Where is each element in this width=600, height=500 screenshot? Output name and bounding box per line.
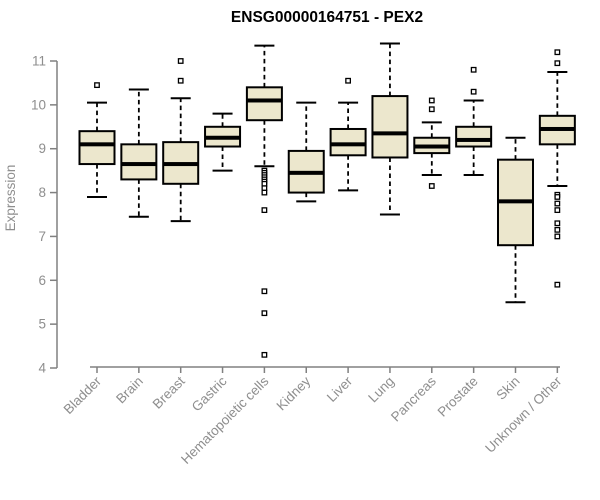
x-tick-label-lung: Lung [365, 374, 397, 406]
median-brain [121, 162, 157, 167]
median-hematopoietic-cells [246, 98, 282, 103]
outlier-liver [345, 77, 352, 84]
outlier-breast [177, 77, 184, 84]
outlier-prostate [470, 66, 477, 73]
x-tick-label-brain: Brain [113, 374, 146, 407]
median-lung [372, 131, 408, 136]
outlier-hematopoietic-cells [261, 189, 268, 196]
y-tick-label: 6 [38, 273, 46, 288]
outlier-unknown-other [554, 233, 561, 240]
outlier-unknown-other [554, 200, 561, 207]
median-prostate [456, 137, 492, 142]
outlier-unknown-other [554, 220, 561, 227]
outlier-hematopoietic-cells [261, 207, 268, 214]
median-pancreas [414, 144, 450, 149]
outlier-prostate [470, 88, 477, 95]
outlier-unknown-other [554, 226, 561, 233]
outlier-breast [177, 58, 184, 64]
y-tick-label: 10 [31, 97, 46, 112]
x-tick-label-skin: Skin [493, 374, 522, 403]
outlier-hematopoietic-cells [261, 310, 268, 317]
outlier-hematopoietic-cells [261, 351, 268, 358]
box-brain [120, 143, 158, 181]
outlier-pancreas [428, 106, 435, 113]
median-gastric [205, 135, 241, 140]
median-liver [330, 142, 366, 147]
x-tick-label-bladder: Bladder [61, 373, 105, 417]
y-axis-label: Expression [3, 165, 18, 232]
y-tick-label: 4 [38, 361, 46, 376]
box-bladder [78, 130, 116, 166]
box-liver [329, 127, 367, 157]
outlier-unknown-other [554, 281, 561, 288]
x-tick-label-prostate: Prostate [435, 374, 481, 420]
box-prostate [455, 125, 493, 148]
median-breast [163, 162, 199, 167]
x-tick-label-unknown-other: Unknown / Other [482, 373, 565, 456]
y-tick-label: 7 [38, 229, 46, 244]
median-kidney [288, 170, 324, 175]
y-tick-label: 8 [38, 185, 46, 200]
chart-title: ENSG00000164751 - PEX2 [231, 9, 423, 26]
median-bladder [79, 142, 115, 147]
x-tick-label-breast: Breast [150, 373, 188, 411]
outlier-bladder [94, 82, 100, 89]
box-hematopoietic-cells [245, 86, 283, 122]
outlier-hematopoietic-cells [261, 288, 268, 295]
y-tick-label: 11 [32, 54, 46, 69]
median-unknown-other [539, 126, 575, 131]
x-tick-label-gastric: Gastric [189, 373, 230, 414]
x-tick-label-liver: Liver [324, 373, 356, 405]
outlier-unknown-other [554, 60, 561, 67]
outlier-unknown-other [554, 194, 561, 200]
outlier-unknown-other [554, 49, 561, 56]
median-skin [498, 199, 533, 204]
outlier-pancreas [428, 183, 435, 189]
box-lung [371, 95, 409, 159]
x-tick-label-kidney: Kidney [274, 373, 314, 413]
outlier-unknown-other [554, 207, 561, 214]
y-tick-label: 9 [38, 141, 46, 156]
y-tick-label: 5 [38, 317, 46, 332]
x-tick-label-pancreas: Pancreas [388, 373, 439, 424]
outlier-pancreas [428, 97, 435, 104]
